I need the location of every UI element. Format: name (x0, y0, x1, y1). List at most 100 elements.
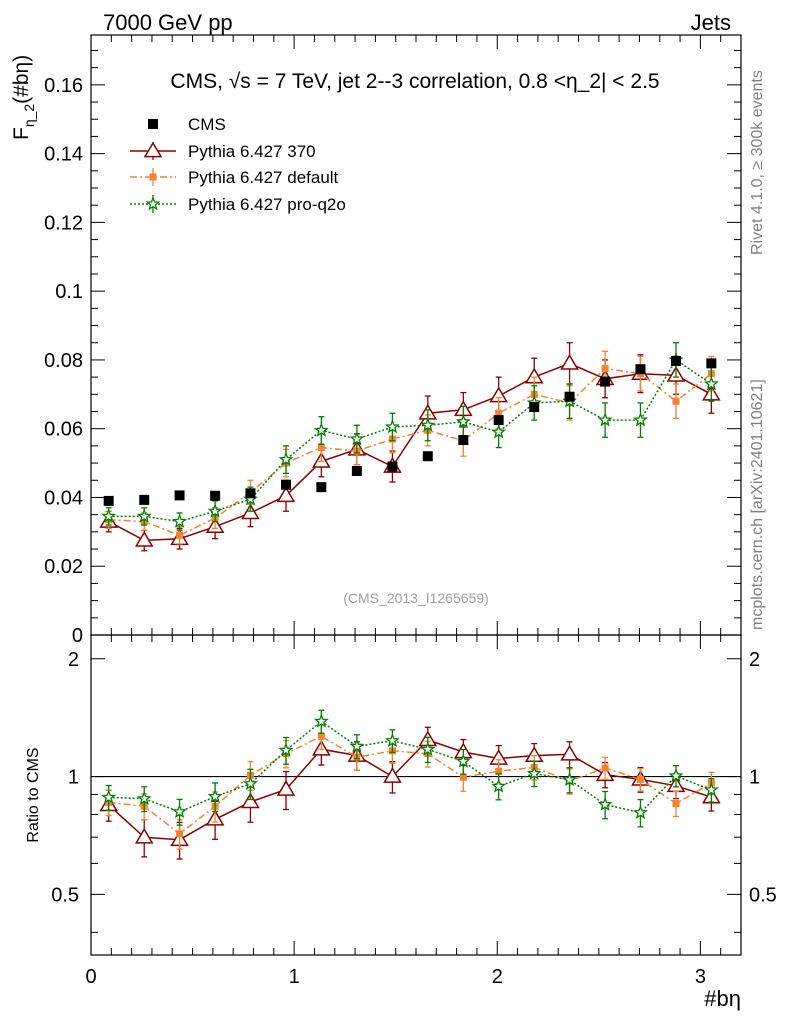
data-point (672, 397, 680, 405)
ratio-panel-frame (90, 634, 742, 956)
ratio-y-tick-label: 0.5 (51, 884, 79, 906)
data-point (420, 417, 436, 432)
data-point (174, 490, 185, 501)
ratio-y-tick-label-right: 2 (749, 649, 760, 671)
x-tick-label: 1 (289, 966, 300, 988)
ratio-point (276, 780, 296, 796)
legend-label: Pythia 6.427 default (188, 168, 339, 187)
ratio-y-tick-label-right: 1 (749, 767, 760, 789)
legend-marker (143, 141, 163, 158)
header-category-label: Jets (691, 10, 731, 35)
legend-marker (148, 119, 158, 129)
data-point (351, 465, 362, 476)
main-y-tick-label: 0.08 (44, 350, 83, 372)
x-axis-label: #bη (704, 986, 741, 1011)
ratio-point (668, 768, 684, 783)
ratio-point (384, 732, 400, 748)
main-axis-ticks: 0 0.02 0.04 0.06 0.08 0.1 0.12 0.14 0.16 (44, 49, 741, 647)
legend-label: Pythia 6.427 370 (188, 142, 316, 161)
ratio-point (313, 713, 329, 728)
ratio-series-pythia-6-427-370 (99, 726, 721, 860)
data-point (278, 451, 294, 466)
ratio-point (242, 775, 258, 791)
data-point (560, 353, 579, 370)
main-data-layer (99, 342, 721, 552)
mcplots-reference-label: mcplots.cern.ch [arXiv:2401.10621] (749, 379, 766, 630)
data-point (207, 503, 223, 518)
data-point (706, 358, 717, 369)
x-tick-label: 3 (695, 966, 706, 988)
ratio-point (420, 741, 436, 756)
rivet-version-label: Rivet 4.1.0, ≥ 300k events (749, 70, 766, 255)
data-point (317, 444, 325, 452)
data-point (245, 488, 256, 499)
data-point (493, 415, 504, 426)
ratio-point (176, 830, 184, 838)
ratio-point (636, 775, 644, 783)
x-axis-ticks: 0 1 2 3 (85, 35, 742, 988)
ratio-point (495, 767, 503, 775)
data-point (600, 376, 611, 387)
legend-label: Pythia 6.427 pro-q2o (188, 195, 346, 214)
legend: CMS Pythia 6.427 370 Pythia 6.427 default P… (130, 115, 346, 214)
data-point (139, 494, 150, 505)
data-point (313, 422, 329, 437)
main-y-tick-label: 0.14 (44, 144, 83, 166)
main-y-tick-label: 0.04 (44, 487, 83, 509)
x-tick-label: 2 (492, 966, 503, 988)
legend-label: CMS (188, 115, 226, 134)
data-point (387, 461, 398, 472)
ratio-point (562, 772, 578, 787)
data-point (281, 479, 291, 490)
ratio-series-line (108, 735, 712, 835)
main-y-tick-label: 0.16 (44, 75, 83, 97)
series-line (108, 367, 712, 537)
ratio-point (526, 765, 542, 780)
ratio-point (560, 744, 579, 761)
data-point (316, 482, 327, 493)
series-line (108, 358, 712, 523)
legend-item-pythia-6-427-default: Pythia 6.427 default (130, 168, 339, 187)
ratio-series-pythia-6-427-pro-q2o (101, 709, 719, 828)
legend-marker (145, 196, 161, 211)
data-point (349, 431, 365, 446)
main-y-tick-label: 0.1 (55, 281, 83, 303)
legend-marker (149, 173, 157, 181)
ratio-point (172, 804, 188, 819)
ratio-axis-label: Ratio to CMS (25, 747, 42, 842)
data-point (455, 414, 471, 429)
ratio-point (632, 804, 648, 819)
y-axis-label-main: F (10, 127, 33, 140)
series-line (108, 362, 712, 542)
ratio-point (383, 767, 402, 783)
y-axis-label-tail: (#bη) (10, 55, 33, 104)
ratio-point (491, 778, 507, 793)
ratio-point (455, 753, 471, 768)
data-point (529, 402, 540, 413)
main-y-tick-label: 0 (72, 625, 83, 647)
data-point (597, 412, 613, 427)
series-pythia-6-427-pro-q2o (101, 342, 719, 531)
data-point (495, 409, 503, 417)
analysis-watermark: (CMS_2013_I1265659) (343, 590, 489, 606)
ratio-point (278, 742, 294, 757)
ratio-data-layer (99, 709, 721, 860)
header-energy-label: 7000 GeV pp (103, 10, 233, 35)
chart-title: CMS, √s = 7 TeV, jet 2--3 correlation, 0… (170, 70, 659, 93)
series-pythia-6-427-370 (99, 342, 721, 552)
data-point (635, 364, 646, 375)
ratio-point (459, 773, 467, 781)
data-point (172, 513, 188, 528)
data-point (422, 451, 433, 462)
ratio-series-line (108, 720, 712, 814)
svg-text:Fη_2(#bη): Fη_2(#bη) (10, 55, 37, 140)
legend-item-pythia-6-427-pro-q2o: Pythia 6.427 pro-q2o (130, 195, 346, 214)
series-pythia-6-427-default (105, 350, 715, 545)
ratio-point (601, 764, 609, 772)
ratio-point (241, 792, 260, 809)
data-point (134, 530, 154, 547)
x-tick-label: 0 (85, 966, 96, 988)
ratio-point (136, 790, 152, 806)
main-y-tick-label: 0.02 (44, 556, 83, 578)
